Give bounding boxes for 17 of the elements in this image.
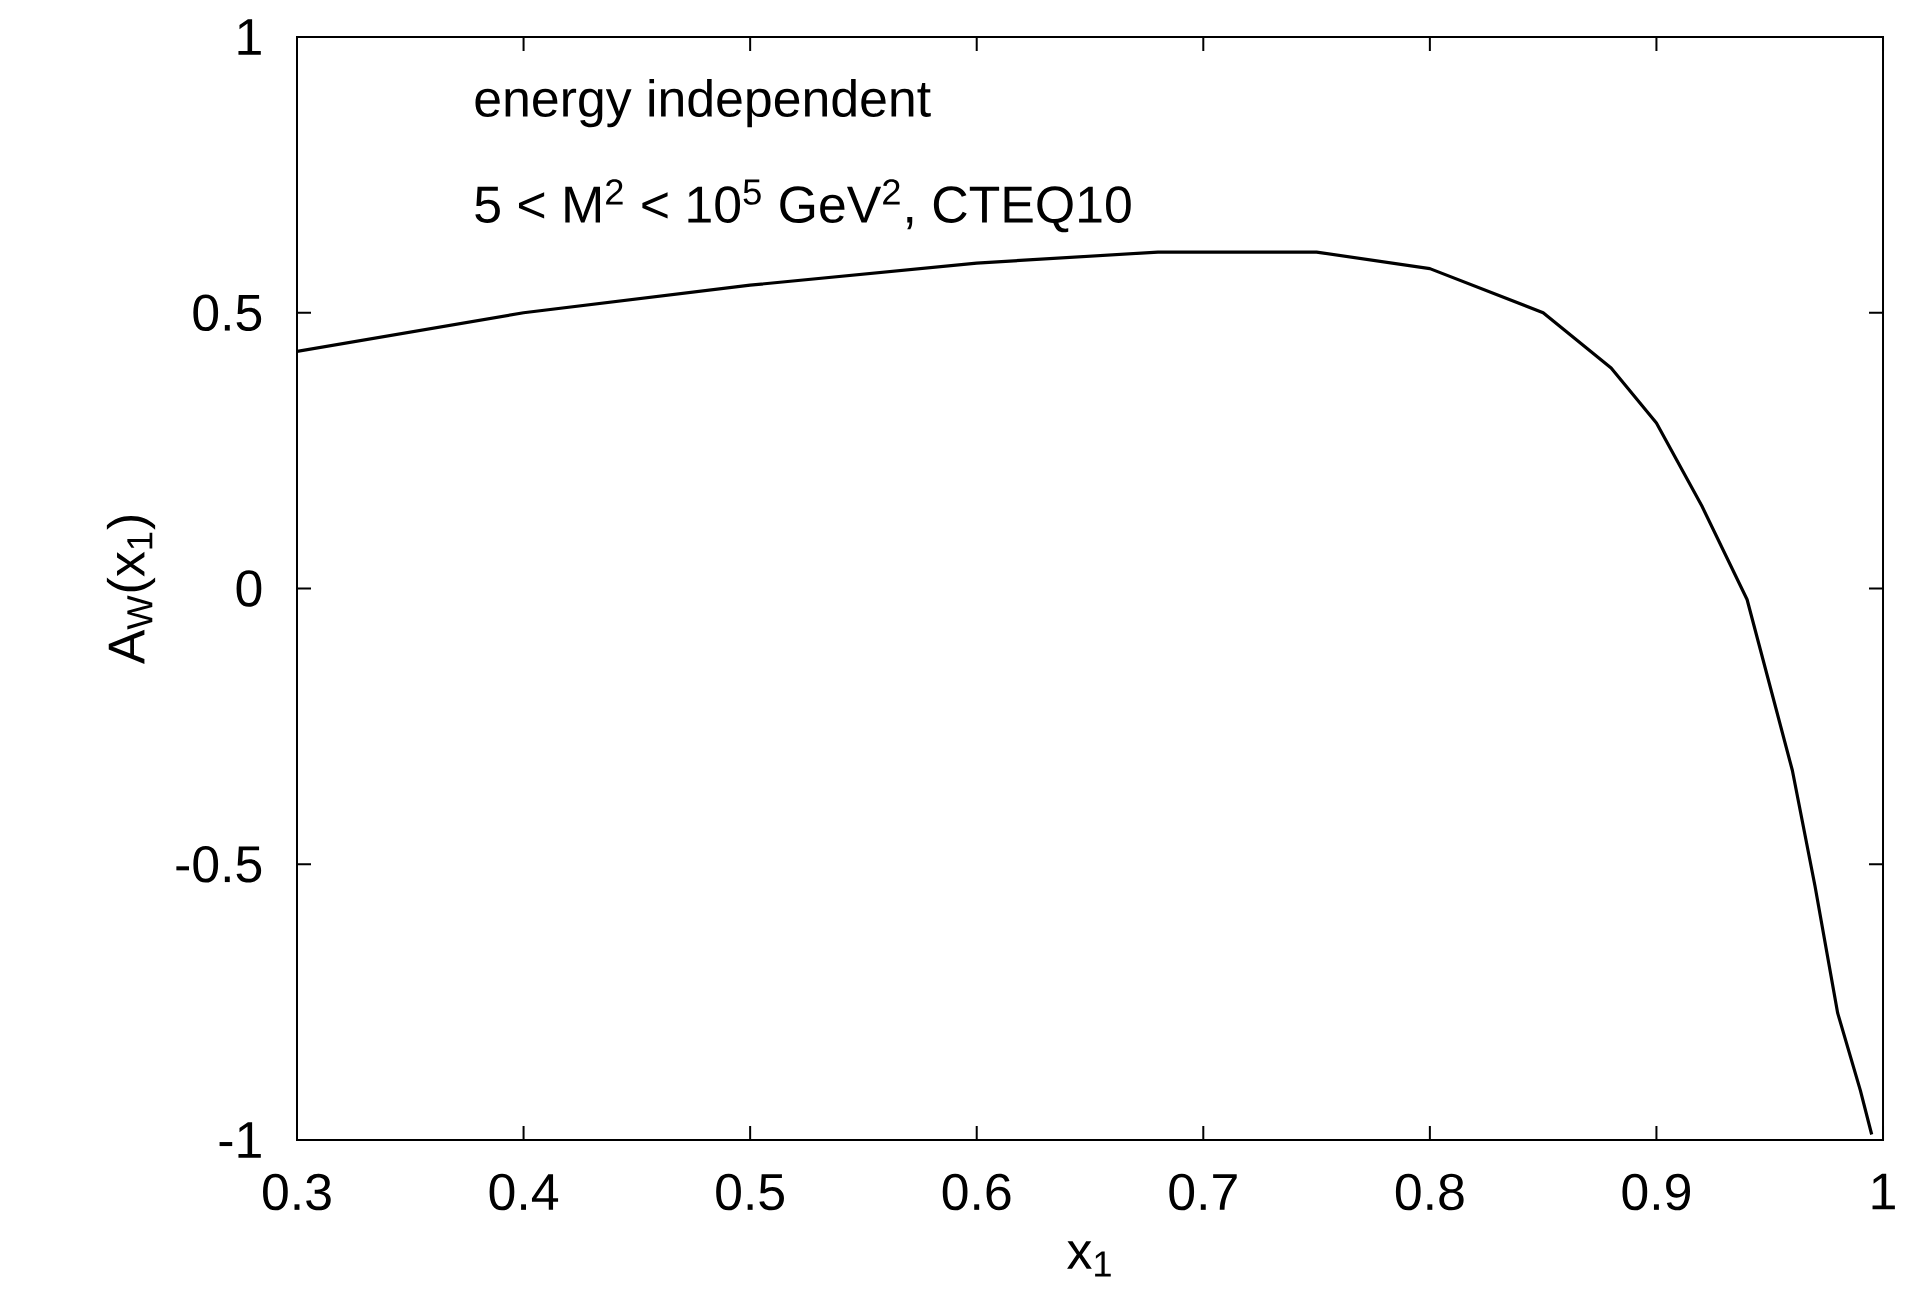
x-tick-label: 0.5 — [716, 1173, 784, 1211]
x-axis-title: x$_{1}$ — [1067, 1241, 1111, 1277]
x-tick-label: 1 — [1872, 1173, 1895, 1210]
y-tick-label: 0 — [236, 570, 262, 607]
y-tick-label: 0.5 — [193, 294, 262, 332]
x-tick-label: 0.7 — [1169, 1173, 1237, 1211]
y-tick-label: -0.5 — [176, 845, 262, 883]
y-tick-label: 1 — [238, 19, 261, 55]
annotation: 5 < M$^{2}$ < 10$^{5}$ GeV$^{2}$, CTEQ10 — [475, 179, 1131, 233]
annotation: energy independent — [475, 79, 931, 128]
x-tick-label: 0.9 — [1622, 1173, 1691, 1211]
x-tick-label: 0.3 — [263, 1173, 331, 1211]
x-tick-label: 0.6 — [942, 1173, 1011, 1211]
x-tick-label: 0.8 — [1395, 1173, 1464, 1211]
y-tick-label: -1 — [219, 1122, 261, 1158]
y-axis-title: A$_{W}$(x$_{1}$) — [106, 516, 156, 665]
x-tick-label: 0.4 — [489, 1173, 559, 1211]
